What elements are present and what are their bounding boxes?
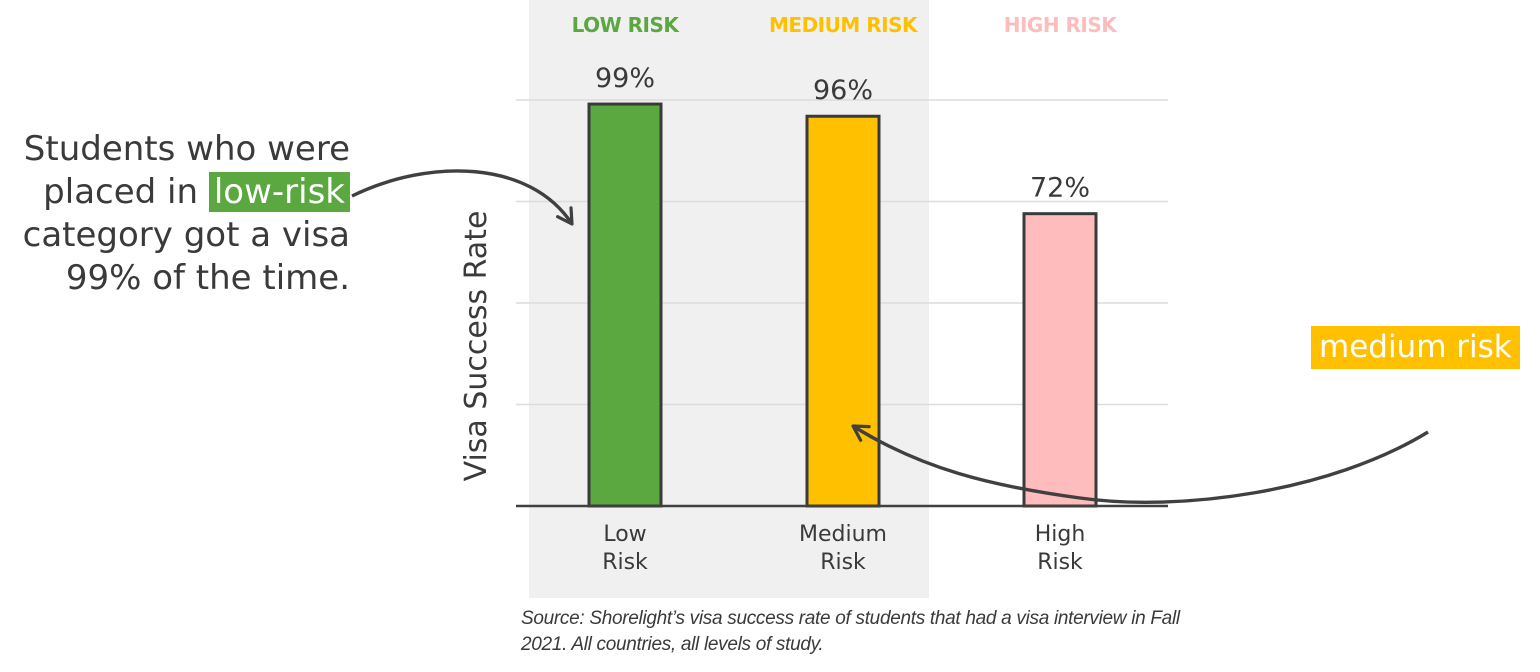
- x-tick-label: Low Risk: [602, 522, 648, 575]
- medium-risk-callout: medium risk: [1311, 326, 1520, 369]
- category-header: LOW RISK: [572, 13, 681, 37]
- source-note: Source: Shorelight’s visa success rate o…: [521, 608, 1180, 655]
- callout-text-prefix: Students who were placed in: [23, 129, 350, 212]
- data-label: 99%: [595, 63, 655, 94]
- low-risk-callout: Students who were placed in low-risk cat…: [0, 128, 350, 300]
- bar: [587, 102, 663, 508]
- low-risk-highlight: low-risk: [208, 172, 350, 212]
- left-callout-arrow: [351, 169, 574, 226]
- right-callout-arrow: [851, 424, 1429, 504]
- bar: [1022, 212, 1098, 508]
- y-axis-title: Visa Success Rate: [459, 211, 494, 482]
- x-tick-label: Medium Risk: [799, 522, 887, 575]
- bar: [805, 114, 881, 508]
- data-label: 72%: [1030, 173, 1090, 204]
- category-header: MEDIUM RISK: [769, 13, 919, 37]
- category-header: HIGH RISK: [1004, 13, 1119, 37]
- labels: 99% LOW RISK Low Risk 96% MEDIUM RISK Medium Ri…: [572, 13, 1119, 575]
- callout-text-suffix: category got a visa 99% of the time.: [22, 215, 350, 298]
- x-tick-label: High Risk: [1035, 522, 1086, 575]
- data-label: 96%: [813, 75, 873, 106]
